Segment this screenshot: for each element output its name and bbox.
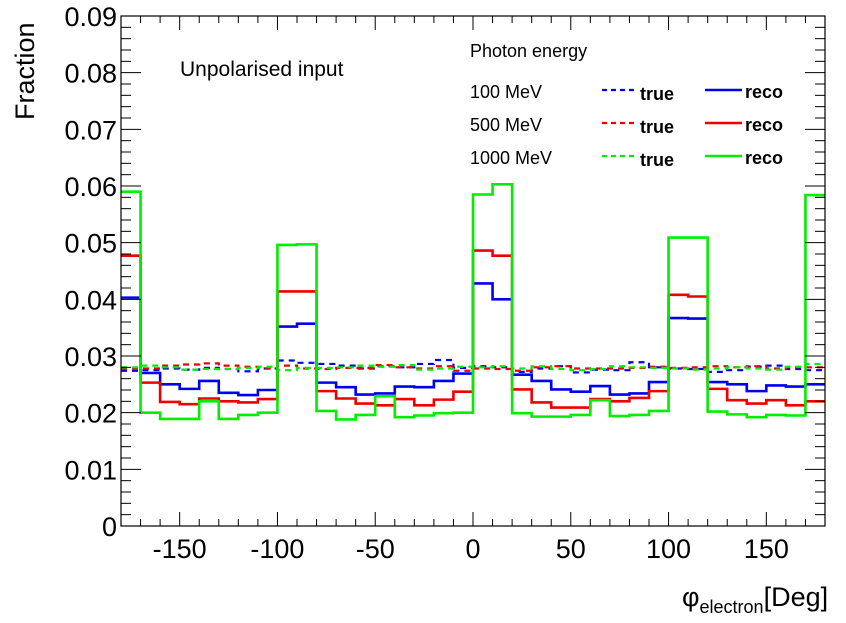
x-tick-label: 0 (465, 534, 480, 564)
y-tick-label: 0.07 (64, 115, 117, 145)
x-tick-label: -100 (250, 534, 304, 564)
legend-energy-label: 100 MeV (470, 82, 542, 102)
x-axis-title: φelectron[Deg] (682, 582, 828, 617)
legend-reco-label: reco (745, 82, 783, 102)
y-tick-label: 0.02 (64, 399, 117, 429)
x-tick-label: -50 (356, 534, 395, 564)
annotation-text: Unpolarised input (180, 58, 344, 81)
x-axis-title-unit: [Deg] (764, 582, 829, 612)
x-tick-label: 150 (744, 534, 789, 564)
y-tick-label: 0.04 (64, 285, 117, 315)
y-tick-label: 0 (102, 512, 117, 542)
legend-true-label: true (640, 117, 674, 137)
series-layer (121, 183, 825, 421)
y-tick-label: 0.09 (64, 2, 117, 32)
x-axis-title-subscript: electron (700, 597, 764, 617)
y-axis-title: Fraction (10, 22, 40, 120)
legend-reco-label: reco (745, 115, 783, 135)
legend-reco-label: reco (745, 148, 783, 168)
legend-energy-label: 500 MeV (470, 115, 542, 135)
legend: Photon energy 100 MeV true reco 500 MeV true… (470, 41, 783, 170)
x-tick-label: 100 (646, 534, 691, 564)
x-tick-label: -150 (153, 534, 207, 564)
series-1000-mev-reco (121, 183, 825, 421)
legend-header: Photon energy (470, 41, 587, 61)
y-tick-label: 0.01 (64, 455, 117, 485)
y-tick-label: 0.08 (64, 59, 117, 89)
labels-layer: -150 -100 -50 0 50 100 150 0 0.01 0.02 0.03 0.04 0.0… (64, 2, 788, 564)
x-axis-title-symbol: φ (682, 582, 700, 612)
legend-true-label: true (640, 150, 674, 170)
legend-energy-label: 1000 MeV (470, 148, 552, 168)
y-tick-label: 0.06 (64, 172, 117, 202)
y-tick-label: 0.03 (64, 342, 117, 372)
y-tick-label: 0.05 (64, 229, 117, 259)
x-tick-label: 50 (556, 534, 586, 564)
ticks-layer (120, 15, 826, 527)
legend-true-label: true (640, 84, 674, 104)
